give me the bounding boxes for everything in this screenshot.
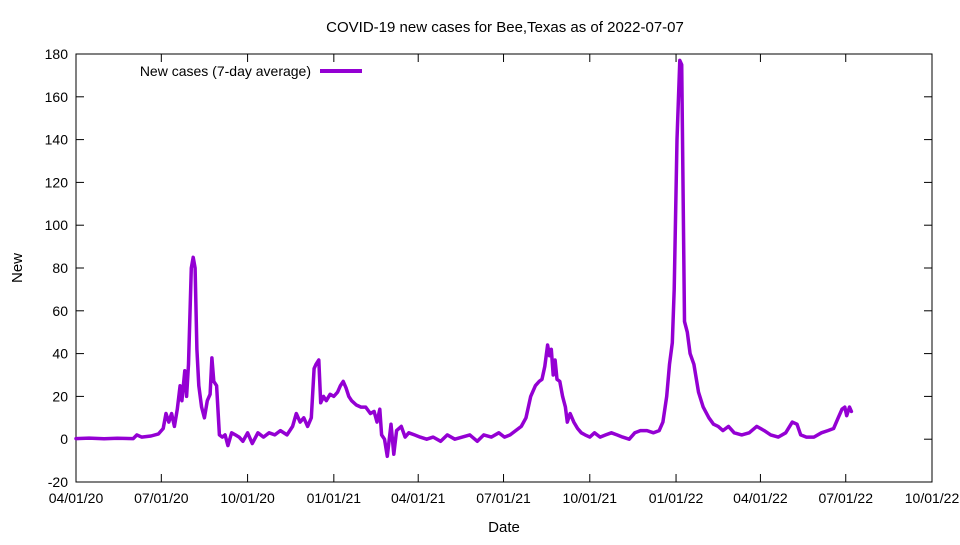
x-tick-label: 07/01/20 xyxy=(134,490,189,506)
y-tick-label: 160 xyxy=(45,89,69,105)
x-tick-label: 10/01/22 xyxy=(905,490,960,506)
y-tick-label: 180 xyxy=(45,46,69,62)
series-layer xyxy=(74,58,854,459)
x-tick-label: 07/01/22 xyxy=(818,490,873,506)
y-tick-label: 80 xyxy=(52,260,68,276)
x-axis-title: Date xyxy=(488,519,520,536)
x-tick-label: 04/01/22 xyxy=(733,490,788,506)
x-tick-label: 04/01/20 xyxy=(49,490,104,506)
series-line-new-cases xyxy=(74,58,854,459)
legend: New cases (7-day average) xyxy=(140,63,362,79)
x-tick-label: 07/01/21 xyxy=(476,490,531,506)
y-tick-label: 140 xyxy=(45,132,69,148)
x-tick-label: 10/01/21 xyxy=(563,490,618,506)
y-tick-label: 20 xyxy=(52,388,68,404)
legend-label: New cases (7-day average) xyxy=(140,63,311,79)
x-tick-label: 01/01/22 xyxy=(649,490,704,506)
y-tick-label: 100 xyxy=(45,217,69,233)
y-tick-label: -20 xyxy=(48,474,68,490)
x-tick-label: 01/01/21 xyxy=(307,490,362,506)
y-axis-title: New xyxy=(9,253,26,283)
y-tick-label: 60 xyxy=(52,303,68,319)
axis-ticks: -20 0 20 40 60 80 100 120 140 160 180 04/01/20 07/01… xyxy=(45,46,960,506)
x-tick-label: 10/01/20 xyxy=(220,490,275,506)
plot-frame xyxy=(75,53,933,483)
y-tick-label: 120 xyxy=(45,174,69,190)
y-tick-label: 40 xyxy=(52,346,68,362)
y-tick-label: 0 xyxy=(60,431,68,447)
x-tick-label: 04/01/21 xyxy=(391,490,446,506)
chart-title: COVID-19 new cases for Bee,Texas as of 2… xyxy=(326,19,684,36)
